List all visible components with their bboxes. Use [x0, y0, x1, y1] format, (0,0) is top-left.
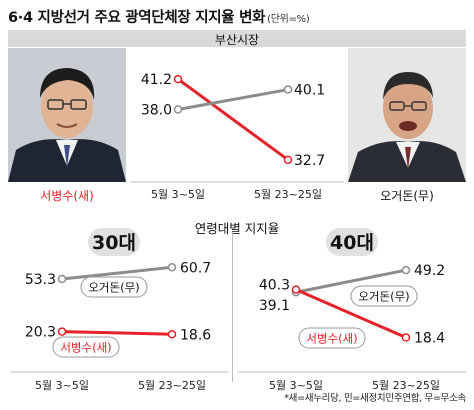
oh-name: 오거돈(무)	[380, 189, 434, 203]
busan-band	[8, 30, 466, 47]
busan-x-tick: 5월 23~25일	[254, 187, 322, 201]
age30-seo-name-pill	[52, 336, 120, 358]
busan-oh-line	[177, 88, 289, 111]
age40-oh-line	[295, 268, 407, 294]
seo-portrait-icon	[8, 48, 126, 182]
age40-seo-point	[401, 333, 411, 342]
age30-seo-value-label: 18.6	[180, 327, 211, 343]
age30-oh-line	[61, 265, 173, 281]
busan-seo-value-label: 32.7	[294, 153, 325, 169]
busan-oh-point	[283, 85, 293, 94]
age40-oh-value-label: 39.1	[259, 298, 290, 314]
age30-oh-value-label: 60.7	[180, 260, 211, 276]
busan-seo-point	[283, 155, 293, 165]
age30-oh-value-label: 53.3	[25, 272, 56, 288]
age40-seo-name: 서병수(새)	[306, 332, 357, 346]
age40-seo-line	[295, 288, 407, 339]
age30-oh-point	[57, 274, 67, 284]
age40-oh-name-pill	[350, 285, 418, 307]
age30-group-badge	[88, 228, 140, 256]
busan-seo-line	[177, 77, 289, 162]
age30-seo-point	[57, 327, 67, 336]
age30-seo-name: 서병수(새)	[60, 341, 111, 355]
age30-x-tick: 5월 23~25일	[138, 378, 206, 392]
age30-group-label: 30대	[92, 232, 136, 254]
oh-portrait-icon	[348, 48, 466, 182]
age40-seo-value-label: 18.4	[414, 331, 445, 347]
age40-seo-name-pill	[298, 327, 366, 349]
seo-photo	[8, 48, 126, 182]
busan-oh-value-label: 38.0	[141, 103, 172, 119]
unit-label: (단위=%)	[267, 14, 310, 25]
age40-group-badge	[326, 228, 378, 256]
busan-oh-point	[173, 105, 183, 114]
age30-oh-point	[167, 263, 177, 272]
age40-x-tick: 5월 23~25일	[372, 378, 440, 392]
age40-x-tick: 5월 3~5일	[269, 378, 323, 392]
age30-oh-name: 오거돈(무)	[88, 281, 139, 295]
age30-seo-point	[167, 330, 177, 339]
age30-seo-line	[61, 330, 173, 336]
footnote: *새=새누리당, 민=새정치민주연합, 무=무소속	[284, 393, 466, 404]
chart-title: 6·4 지방선거 주요 광역단체장 지지율 변화 (단위=%)	[8, 6, 310, 27]
age30-oh-name-pill	[80, 276, 148, 298]
age40-seo-value-label: 40.3	[259, 278, 290, 294]
busan-seo-point	[173, 74, 183, 84]
age30-x-tick: 5월 3~5일	[35, 378, 89, 392]
busan-oh-value-label: 40.1	[294, 83, 325, 99]
age-section-title: 연령대별 지지율	[194, 221, 280, 236]
age40-oh-value-label: 49.2	[414, 263, 445, 279]
age40-seo-point	[291, 285, 301, 294]
age40-oh-point	[401, 265, 411, 275]
busan-x-tick: 5월 3~5일	[151, 187, 205, 201]
title-text: 6·4 지방선거 주요 광역단체장 지지율 변화	[8, 10, 266, 26]
age30-seo-value-label: 20.3	[25, 325, 56, 341]
age40-oh-name: 오거돈(무)	[358, 290, 409, 304]
oh-photo	[348, 48, 466, 182]
seo-name: 서병수(새)	[40, 189, 94, 203]
busan-label: 부산시장	[214, 33, 260, 47]
panel-divider	[232, 232, 233, 382]
age40-group-label: 40대	[330, 232, 374, 254]
busan-seo-value-label: 41.2	[141, 72, 172, 88]
